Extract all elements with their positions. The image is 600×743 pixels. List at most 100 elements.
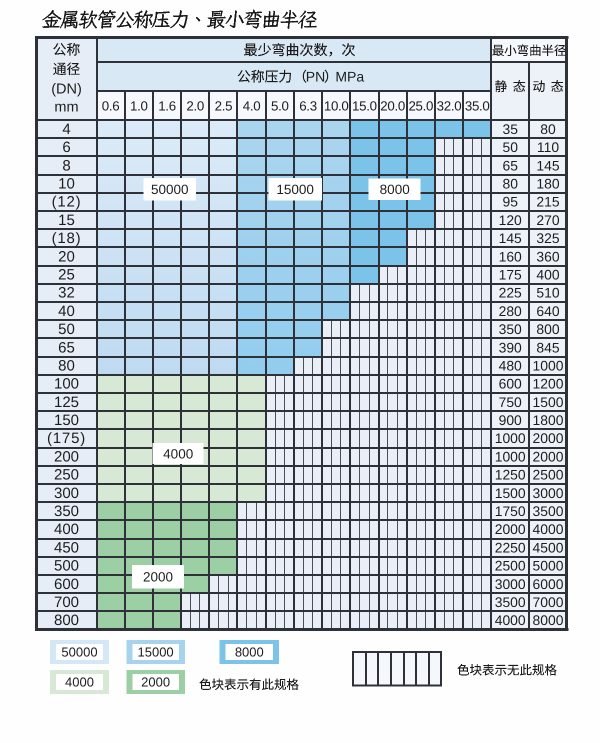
svg-text:(175): (175) (47, 430, 86, 447)
svg-text:215: 215 (536, 194, 559, 210)
svg-text:500: 500 (54, 558, 79, 575)
svg-text:120: 120 (499, 212, 522, 228)
svg-text:360: 360 (536, 248, 559, 264)
svg-text:8000: 8000 (235, 645, 264, 660)
svg-text:35: 35 (502, 121, 518, 137)
svg-text:1.0: 1.0 (130, 98, 148, 113)
svg-text:2000: 2000 (533, 448, 564, 464)
svg-text:280: 280 (499, 303, 522, 319)
svg-text:8000: 8000 (380, 182, 410, 197)
svg-text:80: 80 (502, 176, 518, 192)
svg-text:2000: 2000 (141, 675, 170, 690)
svg-text:50000: 50000 (151, 182, 189, 197)
svg-text:15000: 15000 (138, 645, 174, 660)
svg-text:10.0: 10.0 (324, 98, 349, 113)
svg-text:2500: 2500 (495, 558, 526, 574)
svg-text:50: 50 (58, 321, 75, 338)
svg-text:0.6: 0.6 (102, 98, 120, 113)
svg-text:7000: 7000 (533, 594, 564, 610)
svg-text:300: 300 (54, 485, 79, 502)
svg-text:160: 160 (499, 248, 522, 264)
svg-text:145: 145 (499, 230, 522, 246)
svg-text:845: 845 (536, 339, 559, 355)
svg-text:100: 100 (54, 376, 79, 393)
svg-text:10: 10 (58, 176, 75, 193)
svg-text:80: 80 (58, 357, 75, 374)
svg-text:1250: 1250 (495, 467, 526, 483)
svg-text:110: 110 (537, 139, 559, 155)
svg-text:2250: 2250 (495, 539, 526, 555)
svg-text:50000: 50000 (61, 645, 97, 660)
svg-text:350: 350 (499, 321, 522, 337)
svg-text:700: 700 (54, 594, 79, 611)
svg-text:5000: 5000 (533, 558, 564, 574)
svg-text:(DN): (DN) (51, 82, 82, 98)
svg-text:150: 150 (54, 412, 79, 429)
svg-text:6.3: 6.3 (299, 98, 317, 113)
svg-text:4000: 4000 (495, 612, 526, 628)
svg-text:8: 8 (62, 157, 70, 174)
svg-text:4500: 4500 (533, 539, 564, 555)
svg-text:95: 95 (502, 194, 518, 210)
svg-text:800: 800 (54, 612, 79, 629)
svg-text:3000: 3000 (533, 485, 564, 501)
svg-text:1000: 1000 (495, 430, 526, 446)
svg-text:4.0: 4.0 (243, 98, 261, 113)
svg-text:1750: 1750 (495, 503, 526, 519)
svg-text:3500: 3500 (495, 594, 526, 610)
svg-text:25: 25 (58, 267, 75, 284)
svg-text:400: 400 (54, 521, 79, 538)
svg-text:5.0: 5.0 (271, 98, 289, 113)
svg-text:4000: 4000 (533, 521, 564, 537)
svg-text:20: 20 (58, 248, 75, 265)
svg-text:1800: 1800 (533, 412, 564, 428)
svg-text:4000: 4000 (163, 447, 193, 462)
svg-text:450: 450 (54, 539, 79, 556)
svg-text:4: 4 (62, 121, 70, 138)
svg-text:480: 480 (499, 357, 522, 373)
svg-text:180: 180 (536, 176, 559, 192)
svg-text:6000: 6000 (533, 576, 564, 592)
svg-text:2000: 2000 (143, 570, 173, 585)
svg-text:6: 6 (62, 139, 70, 156)
svg-text:15000: 15000 (276, 182, 314, 197)
svg-text:3500: 3500 (533, 503, 564, 519)
svg-text:MPa: MPa (335, 69, 364, 85)
svg-text:200: 200 (54, 448, 79, 465)
svg-text:145: 145 (536, 157, 559, 173)
svg-text:1.6: 1.6 (158, 98, 176, 113)
svg-text:750: 750 (499, 394, 522, 410)
svg-text:2000: 2000 (533, 430, 564, 446)
svg-text:15: 15 (58, 212, 75, 229)
svg-text:270: 270 (536, 212, 559, 228)
svg-text:600: 600 (54, 576, 79, 593)
svg-text:50: 50 (502, 139, 518, 155)
svg-text:350: 350 (54, 503, 79, 520)
svg-text:2500: 2500 (533, 467, 564, 483)
svg-text:390: 390 (499, 339, 522, 355)
svg-text:510: 510 (536, 285, 559, 301)
svg-text:(12): (12) (52, 194, 82, 211)
svg-text:65: 65 (58, 339, 75, 356)
svg-text:40: 40 (58, 303, 75, 320)
svg-text:15.0: 15.0 (352, 98, 377, 113)
svg-text:640: 640 (536, 303, 559, 319)
svg-text:8000: 8000 (533, 612, 564, 628)
svg-text:32: 32 (58, 285, 75, 302)
svg-text:2.0: 2.0 (186, 98, 204, 113)
svg-text:32.0: 32.0 (437, 98, 462, 113)
svg-text:900: 900 (499, 412, 522, 428)
svg-text:2000: 2000 (495, 521, 526, 537)
svg-text:mm: mm (54, 100, 78, 116)
svg-text:25.0: 25.0 (408, 98, 433, 113)
svg-text:125: 125 (54, 394, 79, 411)
svg-text:250: 250 (54, 467, 79, 484)
svg-text:65: 65 (502, 157, 518, 173)
svg-text:400: 400 (536, 267, 559, 283)
svg-text:20.0: 20.0 (380, 98, 405, 113)
svg-text:175: 175 (499, 267, 522, 283)
svg-text:800: 800 (536, 321, 559, 337)
svg-text:1500: 1500 (533, 394, 564, 410)
svg-text:1000: 1000 (533, 357, 564, 373)
svg-text:(18): (18) (52, 230, 82, 247)
